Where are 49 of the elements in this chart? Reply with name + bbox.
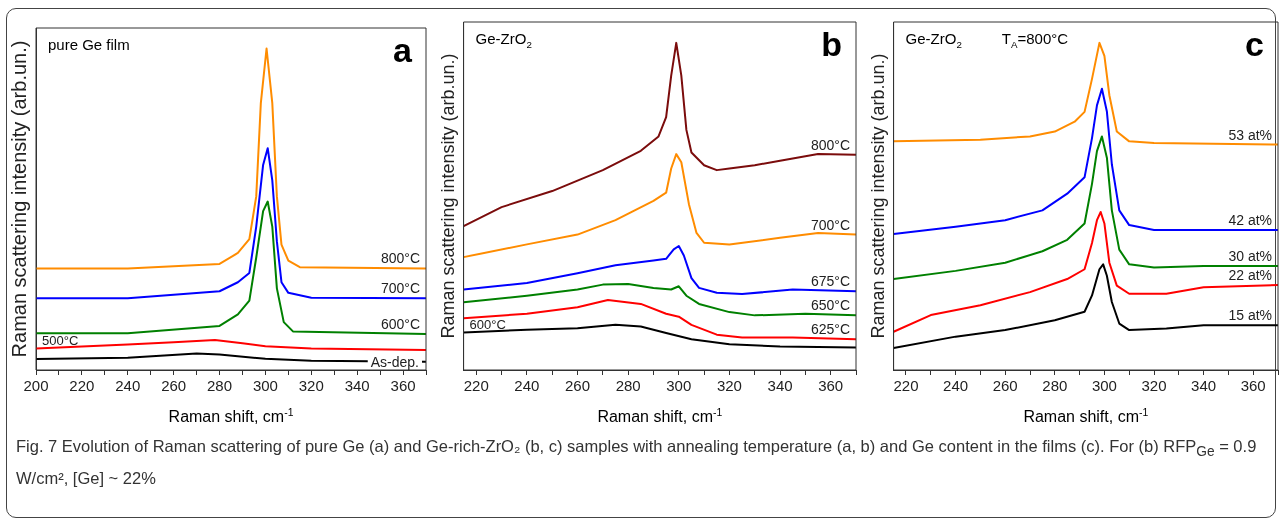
y-axis-title: Raman scattering intensity (arb.un.) [867, 53, 888, 339]
x-tick-label: 260 [161, 377, 187, 395]
x-tick-label: 320 [1141, 377, 1167, 395]
x-tick-label: 300 [252, 377, 278, 395]
x-tick-label: 200 [23, 377, 49, 395]
x-tick-label: 220 [463, 377, 489, 395]
series-label: 22 at% [1228, 266, 1273, 283]
series-label: 600°C [469, 317, 506, 333]
series-label: 30 at% [1228, 247, 1273, 264]
x-tick-label: 220 [69, 377, 95, 395]
series-label: As-dep. [370, 353, 419, 370]
x-tick-label: 320 [716, 377, 742, 395]
x-tick-label: 280 [207, 377, 233, 395]
annotation: pure Ge film [48, 36, 130, 53]
x-tick-label: 340 [767, 377, 793, 395]
x-tick-label: 280 [1042, 377, 1068, 395]
x-tick-label: 260 [565, 377, 591, 395]
x-tick-label: 300 [666, 377, 692, 395]
x-tick-label: 360 [390, 377, 416, 395]
series-label: 53 at% [1228, 126, 1273, 143]
x-tick-label: 360 [1240, 377, 1266, 395]
series-label: 700°C [810, 216, 851, 233]
y-axis-title: Raman scattering intensity (arb.un.) [437, 53, 458, 339]
x-tick-label: 240 [115, 377, 141, 395]
chart-title: b [821, 25, 843, 63]
series-label: 675°C [810, 273, 851, 290]
text: Fig. 7 Evolution of Raman scattering of pure Ge (a) and Ge-rich-ZrO₂ (b, c) samples with annealing temperature (a, b) and Ge content in the films (c). For (b) RFP$_{Ge}$ = 0.9 W/cm², [Ge] ~ 22% [16, 437, 1257, 488]
x-tick-label: 240 [943, 377, 969, 395]
series-label: 800°C [810, 136, 851, 153]
chart-title: a [393, 31, 414, 69]
x-tick-label: 360 [818, 377, 844, 395]
x-tick-label: 320 [298, 377, 324, 395]
x-tick-label: 240 [514, 377, 540, 395]
series-label: 15 at% [1228, 307, 1273, 324]
y-axis-title: Raman scattering intensity (arb.un.) [7, 40, 30, 358]
series-label: 42 at% [1228, 211, 1273, 228]
series-label: 650°C [810, 297, 851, 314]
x-tick-label: 340 [1191, 377, 1217, 395]
series-label: 800°C [380, 250, 421, 267]
series-label: 625°C [810, 321, 851, 338]
x-tick-label: 260 [992, 377, 1018, 395]
x-tick-label: 340 [344, 377, 370, 395]
series-label: 500°C [42, 333, 79, 349]
x-tick-label: 300 [1091, 377, 1117, 395]
series-label: 600°C [380, 315, 421, 332]
series-label: 700°C [380, 280, 421, 297]
x-tick-label: 220 [893, 377, 919, 395]
chart-title: c [1245, 25, 1265, 63]
x-tick-label: 280 [615, 377, 641, 395]
